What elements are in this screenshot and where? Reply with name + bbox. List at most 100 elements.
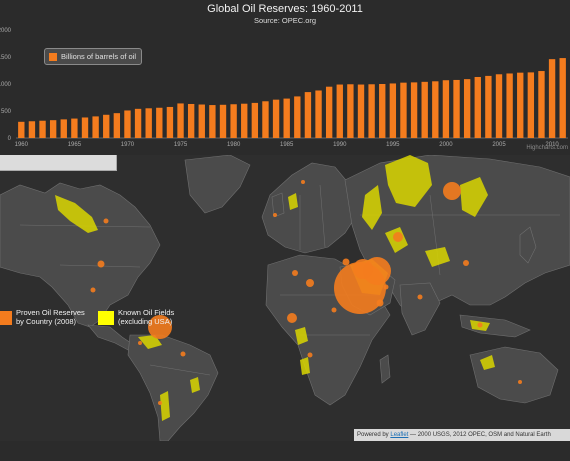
bar-1975[interactable] bbox=[177, 103, 184, 138]
chart-legend[interactable]: Billions of barrels of oil bbox=[44, 48, 143, 65]
bar-2010[interactable] bbox=[548, 59, 556, 138]
chart-credits[interactable]: Highcharts.com bbox=[526, 145, 568, 151]
world-map[interactable]: Proven Oil Reserves by Country (2008) Kn… bbox=[0, 155, 570, 441]
reserve-marker-venezuela bbox=[148, 315, 172, 339]
se-asia-land bbox=[459, 314, 531, 338]
reserve-marker-usa bbox=[97, 260, 105, 268]
bar-2008[interactable] bbox=[527, 72, 535, 138]
south-america-land bbox=[127, 334, 219, 441]
bar-1987[interactable] bbox=[304, 92, 312, 138]
bar-2009[interactable] bbox=[538, 71, 545, 138]
bar-1974[interactable] bbox=[166, 106, 174, 138]
oil-field-north-sea bbox=[288, 193, 298, 210]
bar-1966[interactable] bbox=[81, 117, 89, 138]
reserve-marker-qatar bbox=[383, 284, 389, 290]
bar-1985[interactable] bbox=[283, 98, 290, 138]
reserve-marker-angola bbox=[307, 352, 313, 358]
bar-1995[interactable] bbox=[389, 83, 397, 138]
bar-1968[interactable] bbox=[103, 114, 110, 138]
reserve-marker-australia bbox=[518, 380, 522, 384]
page-footer-strip bbox=[0, 441, 570, 461]
bar-1988[interactable] bbox=[315, 90, 322, 138]
reserve-marker-indonesia bbox=[477, 322, 483, 328]
bar-1970[interactable] bbox=[124, 110, 131, 138]
bar-1996[interactable] bbox=[400, 82, 407, 138]
map-canvas[interactable] bbox=[0, 155, 570, 441]
bar-1982[interactable] bbox=[251, 102, 259, 138]
map-search-bar[interactable] bbox=[0, 155, 117, 171]
bar-1979[interactable] bbox=[219, 104, 227, 138]
bar-1986[interactable] bbox=[294, 96, 301, 138]
oil-field-siberia-west bbox=[385, 155, 432, 207]
reserve-marker-russia bbox=[443, 182, 461, 200]
bar-2004[interactable] bbox=[485, 75, 492, 138]
bar-2000[interactable] bbox=[442, 80, 450, 138]
bar-1971[interactable] bbox=[134, 108, 142, 138]
legend-swatch bbox=[49, 52, 57, 61]
bar-1983[interactable] bbox=[262, 101, 269, 138]
bar-2007[interactable] bbox=[517, 72, 524, 138]
bar-1973[interactable] bbox=[156, 107, 163, 138]
bar-1999[interactable] bbox=[432, 81, 439, 138]
bar-1961[interactable] bbox=[28, 121, 36, 138]
x-tick-label: 1995 bbox=[386, 142, 400, 148]
bar-2005[interactable] bbox=[495, 74, 503, 138]
y-tick-label: 1000 bbox=[0, 82, 12, 88]
reserve-marker-china bbox=[463, 260, 469, 266]
legend-swatch-fields bbox=[98, 311, 114, 325]
reserve-marker-iraq bbox=[353, 259, 373, 279]
bar-1977[interactable] bbox=[198, 104, 205, 138]
bar-2003[interactable] bbox=[474, 76, 481, 138]
reserve-markers[interactable] bbox=[90, 180, 523, 405]
bar-2002[interactable] bbox=[463, 79, 471, 138]
greenland-land bbox=[184, 155, 251, 214]
bar-1978[interactable] bbox=[209, 105, 216, 138]
bar-1994[interactable] bbox=[379, 84, 386, 138]
bar-1969[interactable] bbox=[113, 113, 121, 138]
chart-plot: 0 500 1000 1500 2000 1960 1965 1970 1975 1980 1985… bbox=[0, 28, 568, 148]
bar-1980[interactable] bbox=[230, 104, 237, 138]
y-tick-label: 1500 bbox=[0, 55, 12, 61]
bar-1964[interactable] bbox=[60, 119, 67, 138]
uk-land bbox=[271, 192, 285, 218]
bar-1993[interactable] bbox=[368, 84, 375, 138]
bar-1963[interactable] bbox=[49, 120, 57, 138]
legend-reserves-line2: by Country (2008) bbox=[16, 316, 77, 326]
reserve-marker-mexico bbox=[90, 287, 96, 293]
bar-1992[interactable] bbox=[357, 84, 365, 138]
reserve-marker-uae bbox=[376, 299, 384, 307]
legend-fields-line1: Known Oil Fields bbox=[118, 308, 175, 317]
legend-fields-line2: (excluding USA) bbox=[118, 316, 173, 326]
bar-2006[interactable] bbox=[506, 73, 513, 138]
bar-1962[interactable] bbox=[39, 120, 46, 138]
bar-2011[interactable] bbox=[559, 58, 566, 138]
bar-1972[interactable] bbox=[145, 108, 152, 138]
bar-1967[interactable] bbox=[92, 116, 99, 138]
attribution-text: — 2000 USGS, 2012 OPEC, OSM and Natural … bbox=[408, 432, 551, 438]
y-tick-label: 0 bbox=[8, 136, 12, 142]
oil-field-argentina bbox=[160, 391, 170, 421]
bar-1998[interactable] bbox=[421, 81, 428, 138]
bar-1991[interactable] bbox=[347, 84, 354, 138]
reserve-marker-india bbox=[417, 294, 423, 300]
legend-reserves-line1: Proven Oil Reserves bbox=[16, 308, 85, 317]
oil-field-siberia-east bbox=[460, 177, 488, 217]
bar-1960[interactable] bbox=[18, 121, 25, 138]
bar-1984[interactable] bbox=[272, 99, 280, 138]
x-tick-label: 1980 bbox=[227, 142, 241, 148]
bar-1997[interactable] bbox=[410, 82, 418, 138]
europe-land bbox=[261, 162, 361, 254]
bar-1990[interactable] bbox=[336, 84, 343, 138]
madagascar-land bbox=[379, 354, 391, 384]
leaflet-link[interactable]: Leaflet bbox=[390, 432, 409, 438]
bar-1989[interactable] bbox=[325, 86, 333, 138]
legend-oil-fields: Known Oil Fields (excluding USA) bbox=[98, 308, 175, 326]
bar-1965[interactable] bbox=[71, 118, 78, 138]
bar-2001[interactable] bbox=[453, 79, 460, 138]
reserve-marker-algeria bbox=[292, 270, 298, 276]
x-tick-label: 1970 bbox=[121, 142, 135, 148]
bar-1976[interactable] bbox=[187, 103, 195, 138]
chart-title: Global Oil Reserves: 1960-2011 bbox=[207, 3, 363, 15]
bar-1981[interactable] bbox=[241, 103, 248, 138]
legend-label: Billions of barrels of oil bbox=[61, 52, 137, 61]
